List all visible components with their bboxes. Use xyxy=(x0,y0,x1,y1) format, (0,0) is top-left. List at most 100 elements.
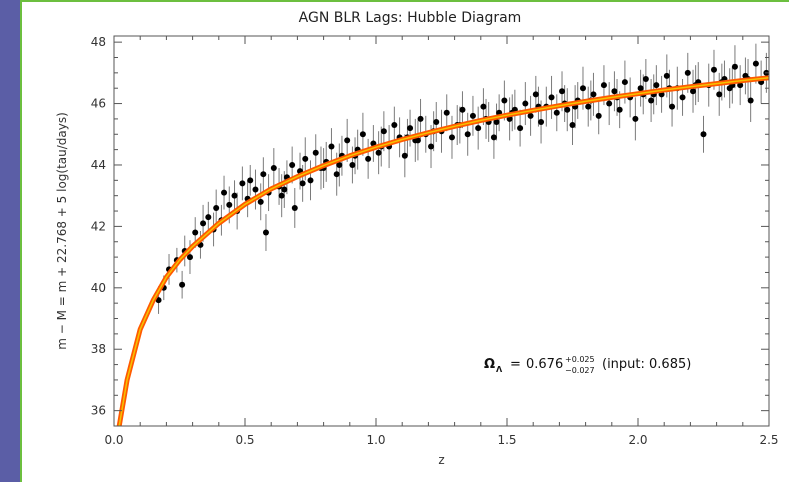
data-point xyxy=(417,115,424,122)
data-point xyxy=(490,134,497,141)
y-tick-label: 44 xyxy=(91,158,106,172)
data-point xyxy=(493,118,500,125)
data-point xyxy=(443,109,450,116)
data-point xyxy=(155,297,162,304)
data-point xyxy=(380,128,387,135)
data-points-layer xyxy=(155,60,770,304)
data-point xyxy=(752,60,759,67)
data-point xyxy=(642,75,649,82)
omega-annotation: Ω Λ = 0.676 +0.025 −0.027 (input: 0.685) xyxy=(484,355,691,375)
x-tick-label: 1.5 xyxy=(497,433,516,447)
data-point xyxy=(621,79,628,86)
chart-title: AGN BLR Lags: Hubble Diagram xyxy=(299,10,522,26)
chart-frame: AGN BLR Lags: Hubble Diagram 0.0 0.5 1.0 1.… xyxy=(20,0,789,482)
data-point xyxy=(349,161,356,168)
data-point xyxy=(260,171,267,178)
data-point xyxy=(307,177,314,184)
x-tick-label: 2.5 xyxy=(759,433,778,447)
data-point xyxy=(648,97,655,104)
data-point xyxy=(278,192,285,199)
data-point xyxy=(700,131,707,138)
data-point xyxy=(564,106,571,113)
omega-error-minus: −0.027 xyxy=(565,366,595,375)
data-point xyxy=(527,112,534,119)
data-point xyxy=(231,192,238,199)
data-point xyxy=(226,201,233,208)
data-point xyxy=(737,82,744,89)
data-point xyxy=(359,131,366,138)
data-point xyxy=(344,137,351,144)
data-point xyxy=(517,125,524,132)
y-tick-label: 36 xyxy=(91,404,106,418)
data-point xyxy=(690,88,697,95)
data-point xyxy=(731,63,738,70)
data-point xyxy=(391,122,398,129)
data-point xyxy=(365,155,372,162)
data-point xyxy=(611,88,618,95)
data-point xyxy=(553,109,560,116)
y-tick-label: 46 xyxy=(91,97,106,111)
data-point xyxy=(585,103,592,110)
data-point xyxy=(414,137,421,144)
data-point xyxy=(616,106,623,113)
y-axis-ticks: 36 38 40 42 44 46 48 xyxy=(91,35,769,418)
data-point xyxy=(375,149,382,156)
data-point xyxy=(663,72,670,79)
data-point xyxy=(252,186,259,193)
data-point xyxy=(464,131,471,138)
data-point xyxy=(448,134,455,141)
data-point xyxy=(428,143,435,150)
model-curve-inner xyxy=(118,77,770,427)
data-point xyxy=(401,152,408,159)
data-point xyxy=(480,103,487,110)
input-value-text: (input: 0.685) xyxy=(602,357,691,372)
data-point xyxy=(289,161,296,168)
y-tick-label: 42 xyxy=(91,219,106,233)
data-point xyxy=(336,161,343,168)
x-axis-ticks: 0.0 0.5 1.0 1.5 2.0 2.5 xyxy=(104,36,779,447)
data-point xyxy=(716,91,723,98)
data-point xyxy=(747,97,754,104)
data-point xyxy=(579,85,586,92)
x-axis-title: z xyxy=(438,453,444,467)
plot-area-border xyxy=(113,35,770,427)
data-point xyxy=(257,198,264,205)
data-point xyxy=(538,118,545,125)
data-point xyxy=(653,82,660,89)
data-point xyxy=(595,112,602,119)
data-point xyxy=(475,125,482,132)
data-point xyxy=(600,82,607,89)
x-tick-label: 0.0 xyxy=(104,433,123,447)
data-point xyxy=(637,85,644,92)
data-point xyxy=(569,122,576,129)
data-point xyxy=(559,88,566,95)
data-point xyxy=(312,149,319,156)
data-point xyxy=(522,100,529,107)
data-point xyxy=(328,143,335,150)
omega-subscript: Λ xyxy=(496,365,503,374)
omega-error-plus: +0.025 xyxy=(565,355,595,364)
data-point xyxy=(221,189,228,196)
data-point xyxy=(433,118,440,125)
data-point xyxy=(247,177,254,184)
data-point xyxy=(459,106,466,113)
data-point xyxy=(205,214,212,221)
model-curve-layer xyxy=(116,75,770,427)
omega-value: 0.676 xyxy=(526,357,563,372)
equals-sign: = xyxy=(510,357,521,372)
data-point xyxy=(548,94,555,101)
omega-symbol: Ω xyxy=(484,357,495,372)
data-point xyxy=(192,229,199,236)
data-point xyxy=(213,204,220,211)
data-point xyxy=(270,165,277,172)
data-point xyxy=(679,94,686,101)
data-point xyxy=(302,155,309,162)
data-point xyxy=(299,180,306,187)
data-point xyxy=(333,171,340,178)
hubble-diagram-chart: AGN BLR Lags: Hubble Diagram 0.0 0.5 1.0 1.… xyxy=(55,10,779,467)
x-tick-label: 0.5 xyxy=(235,433,254,447)
y-axis-title: m − M = m + 22.768 + 5 log(tau/days) xyxy=(55,112,69,350)
y-tick-label: 48 xyxy=(91,35,106,49)
data-point xyxy=(179,281,186,288)
data-point xyxy=(291,204,298,211)
